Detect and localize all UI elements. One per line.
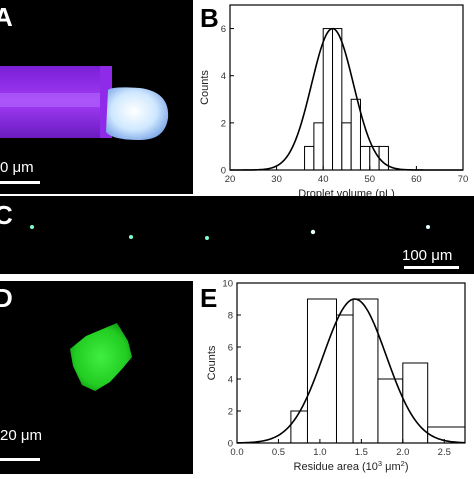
histogram-bar [290, 410, 308, 444]
y-tick-label: 6 [221, 24, 226, 35]
y-tick-label: 4 [221, 71, 226, 82]
microdroplet [310, 229, 316, 235]
panel-a-scale-bar [0, 181, 40, 184]
capillary-tube-image [0, 66, 169, 140]
histogram-bar [350, 98, 361, 171]
x-tick-label: 20 [225, 174, 236, 185]
panel-c-scale-text: 100 μm [402, 247, 453, 264]
x-tick-label: 2.0 [396, 447, 409, 458]
histogram-bar [322, 28, 334, 171]
chart-e-residue-area: 0.0 0.5 1.0 1.5 2.0 2.5 0 2 4 6 8 10 Counts Residue a… [206, 279, 466, 474]
panel-a-micrograph: A 0 μm [0, 0, 193, 194]
x-axis-label: Droplet volume (pL) [298, 188, 395, 196]
microdroplet [129, 235, 133, 239]
histogram-bar [359, 145, 371, 171]
panel-a-label: A [0, 2, 13, 32]
histogram-bar [378, 145, 389, 171]
panel-b-label: B [200, 3, 219, 33]
panel-d-label: D [0, 283, 13, 313]
plot-frame [236, 282, 466, 444]
microdroplet [426, 225, 430, 229]
histogram-bar [304, 145, 315, 171]
y-tick-label: 4 [228, 375, 233, 386]
droplet [106, 87, 169, 140]
y-tick-label: 10 [222, 279, 233, 290]
panel-d-scale-bar [0, 458, 40, 461]
y-tick-label: 2 [228, 407, 233, 418]
x-tick-label: 1.0 [313, 447, 326, 458]
x-axis-label-part: μm [382, 461, 401, 473]
panel-c-scale-bar [404, 266, 459, 269]
x-tick-label: 40 [318, 174, 329, 185]
panel-a-scale-text: 0 μm [0, 159, 34, 176]
y-axis-label: Counts [206, 345, 218, 380]
y-tick-label: 6 [228, 343, 233, 354]
y-tick-label: 0 [221, 166, 226, 177]
x-tick-label: 1.5 [355, 447, 368, 458]
panel-d-micrograph: D 20 μm [0, 281, 193, 474]
x-tick-label: 30 [271, 174, 282, 185]
x-tick-label: 50 [365, 174, 376, 185]
gaussian-fit-line [236, 298, 466, 444]
y-tick-label: 8 [228, 311, 233, 322]
histogram-bar [335, 314, 354, 444]
histogram-bar [352, 298, 379, 444]
microdroplet [205, 236, 209, 240]
x-tick-label: 0.5 [272, 447, 285, 458]
x-axis-label-superscript: 2 [401, 459, 405, 468]
x-axis-label-part: Residue area (10 [294, 461, 378, 473]
microdroplet [30, 225, 34, 229]
x-tick-label: 2.5 [438, 447, 451, 458]
y-axis-label: Counts [199, 70, 211, 105]
histogram-bar [332, 28, 343, 171]
panel-d-scale-text: 20 μm [0, 427, 42, 444]
histogram-bar [306, 298, 337, 444]
x-axis-label-part: ) [405, 461, 409, 473]
y-tick-label: 0 [228, 439, 233, 450]
residue-crystal [70, 323, 132, 391]
x-tick-label: 0.0 [230, 447, 243, 458]
tube-inner-channel [0, 93, 108, 107]
x-tick-label: 60 [411, 174, 422, 185]
x-axis-label: Residue area (103 μm2) [294, 459, 409, 474]
plot-frame [229, 4, 464, 171]
chart-b-droplet-volume: 20 30 40 50 60 70 0 2 4 6 Counts Droplet volume (pL… [199, 4, 469, 196]
y-tick-label: 2 [221, 118, 226, 129]
histogram-bar [313, 122, 324, 171]
microdroplet-row [30, 225, 430, 240]
x-tick-label: 70 [458, 174, 469, 185]
histogram-bar [341, 122, 352, 171]
x-axis-label-superscript: 3 [378, 459, 382, 468]
panel-e-label: E [200, 283, 218, 313]
panel-c-micrograph: C 100 μm [0, 196, 474, 274]
panel-c-label: C [0, 200, 13, 230]
residue-image [70, 323, 132, 391]
